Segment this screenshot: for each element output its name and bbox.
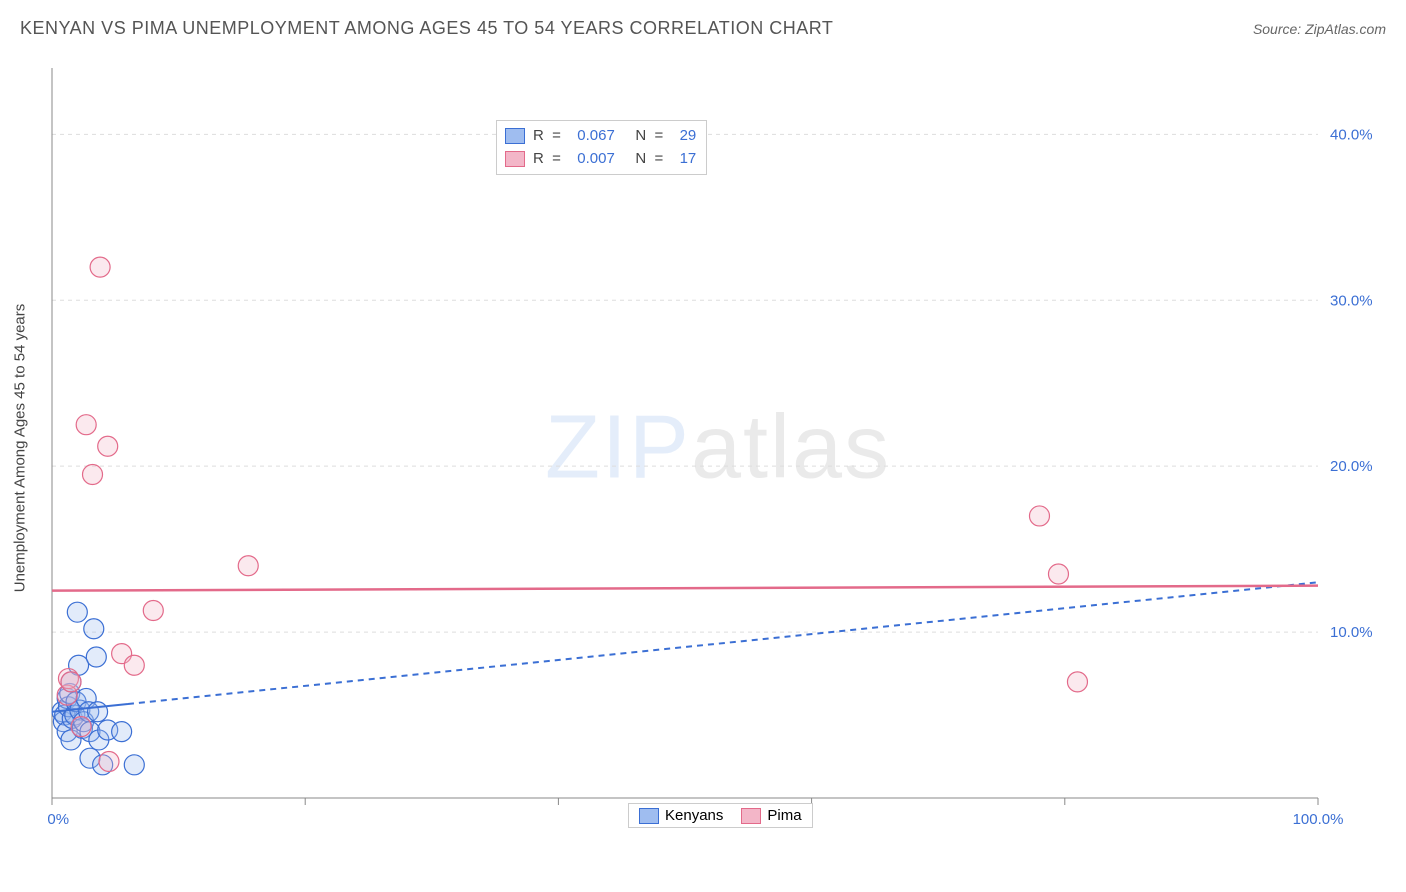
data-point (83, 464, 103, 484)
svg-text:40.0%: 40.0% (1330, 126, 1373, 143)
svg-text:20.0%: 20.0% (1330, 458, 1373, 475)
data-point (99, 752, 119, 772)
r-value: 0.067 (577, 125, 615, 148)
data-point (71, 717, 91, 737)
data-point (84, 619, 104, 639)
legend-swatch (741, 808, 761, 824)
data-point (98, 436, 118, 456)
data-point (1048, 564, 1068, 584)
n-value: 17 (680, 148, 697, 171)
chart-area: Unemployment Among Ages 45 to 54 years Z… (48, 58, 1388, 838)
data-point (238, 556, 258, 576)
data-point (124, 755, 144, 775)
n-value: 29 (680, 125, 697, 148)
legend-item: Kenyans (639, 807, 723, 824)
r-label: R = (533, 148, 569, 171)
legend-swatch (639, 808, 659, 824)
r-value: 0.007 (577, 148, 615, 171)
data-point (86, 647, 106, 667)
data-point (143, 601, 163, 621)
legend-label: Pima (767, 807, 801, 824)
trend-line (52, 586, 1318, 591)
legend-swatch (505, 151, 525, 167)
scatter-plot: 10.0% 20.0% 30.0% 40.0% 0.0% 100.0% (48, 58, 1388, 838)
series-legend: Kenyans Pima (628, 803, 813, 828)
data-point (61, 672, 81, 692)
n-label: N = (623, 125, 672, 148)
chart-title: KENYAN VS PIMA UNEMPLOYMENT AMONG AGES 4… (20, 18, 833, 39)
legend-label: Kenyans (665, 807, 723, 824)
correlation-legend-row: R = 0.007 N = 17 (505, 148, 696, 171)
source-label: Source: ZipAtlas.com (1253, 21, 1386, 37)
data-point (112, 722, 132, 742)
svg-text:30.0%: 30.0% (1330, 292, 1373, 309)
data-point (76, 415, 96, 435)
data-point (1029, 506, 1049, 526)
svg-text:0.0%: 0.0% (48, 811, 69, 828)
correlation-legend-row: R = 0.067 N = 29 (505, 125, 696, 148)
data-point (1067, 672, 1087, 692)
svg-text:10.0%: 10.0% (1330, 624, 1373, 641)
svg-text:100.0%: 100.0% (1293, 811, 1344, 828)
data-point (124, 655, 144, 675)
r-label: R = (533, 125, 569, 148)
correlation-legend: R = 0.067 N = 29R = 0.007 N = 17 (496, 120, 707, 175)
legend-item: Pima (741, 807, 801, 824)
data-point (90, 257, 110, 277)
y-axis-label: Unemployment Among Ages 45 to 54 years (12, 304, 29, 593)
trend-line-extrapolated (128, 582, 1318, 704)
legend-swatch (505, 128, 525, 144)
data-point (67, 602, 87, 622)
data-point (88, 702, 108, 722)
n-label: N = (623, 148, 672, 171)
